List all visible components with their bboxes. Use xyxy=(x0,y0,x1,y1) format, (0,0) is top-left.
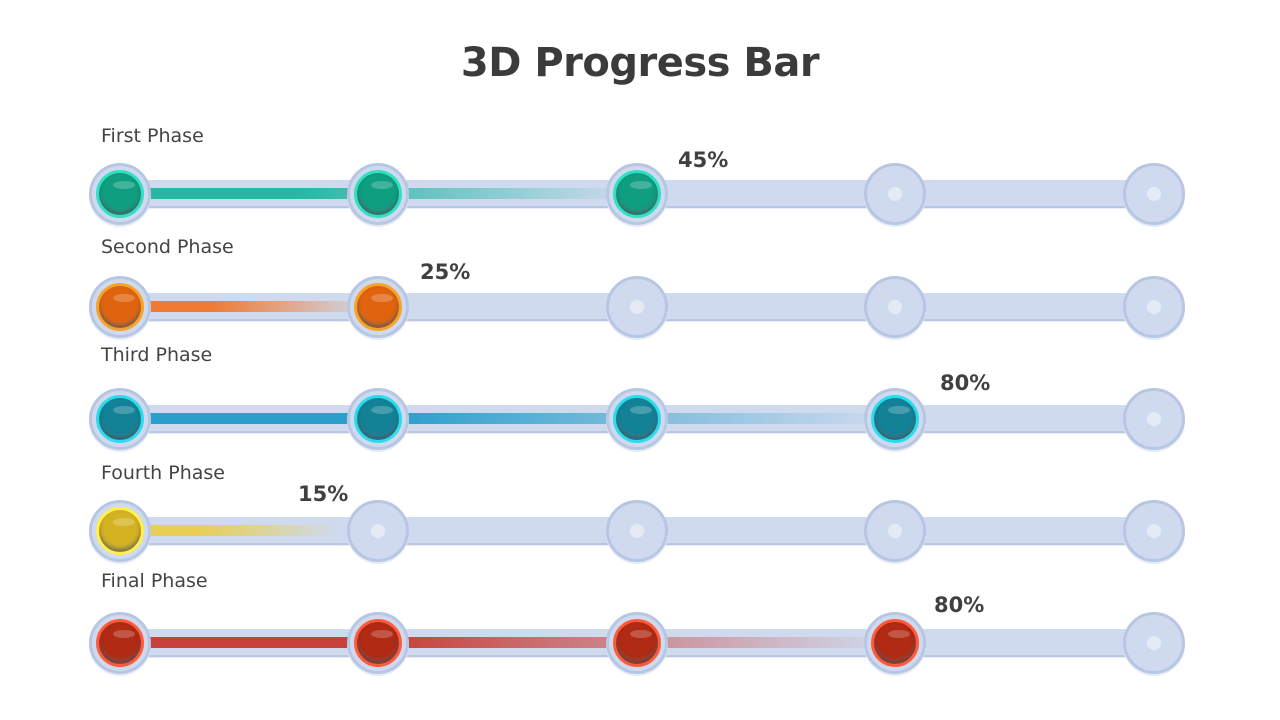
phase-label: Second Phase xyxy=(101,236,234,258)
ball-highlight xyxy=(888,406,910,414)
milestone-node-complete xyxy=(864,388,926,450)
phase-label: Final Phase xyxy=(101,570,208,592)
ball-highlight xyxy=(371,406,393,414)
milestone-dot xyxy=(1147,412,1161,426)
milestone-node-pending xyxy=(864,163,926,225)
progress-fill xyxy=(122,301,374,312)
milestone-node-complete xyxy=(606,163,668,225)
milestone-node-complete xyxy=(606,388,668,450)
phase-row: Second Phase 25% xyxy=(0,233,1280,343)
milestone-node-pending xyxy=(864,276,926,338)
milestone-node-complete xyxy=(89,500,151,562)
ball-highlight xyxy=(113,630,135,638)
progress-fill xyxy=(122,637,891,648)
phase-label: First Phase xyxy=(101,125,204,147)
milestone-node-pending xyxy=(1123,500,1185,562)
milestone-ball xyxy=(613,619,661,667)
milestone-node-complete xyxy=(89,163,151,225)
milestone-node-pending xyxy=(347,500,409,562)
percent-label: 80% xyxy=(940,371,991,395)
milestone-dot xyxy=(1147,187,1161,201)
milestone-ball xyxy=(354,395,402,443)
milestone-node-pending xyxy=(1123,276,1185,338)
percent-label: 25% xyxy=(420,260,471,284)
phase-label: Third Phase xyxy=(101,344,213,366)
milestone-node-complete xyxy=(347,612,409,674)
milestone-node-pending xyxy=(606,276,668,338)
ball-highlight xyxy=(630,406,652,414)
milestone-dot xyxy=(888,524,902,538)
ball-highlight xyxy=(630,181,652,189)
milestone-ball xyxy=(96,170,144,218)
milestone-node-complete xyxy=(89,612,151,674)
ball-highlight xyxy=(371,181,393,189)
milestone-dot xyxy=(630,524,644,538)
milestone-node-pending xyxy=(1123,388,1185,450)
milestone-dot xyxy=(888,187,902,201)
milestone-ball xyxy=(96,619,144,667)
milestone-node-complete xyxy=(347,388,409,450)
milestone-ball xyxy=(871,619,919,667)
percent-label: 45% xyxy=(678,148,729,172)
milestone-ball xyxy=(96,507,144,555)
milestone-node-pending xyxy=(606,500,668,562)
percent-label: 15% xyxy=(298,482,349,506)
milestone-ball xyxy=(96,283,144,331)
ball-highlight xyxy=(888,630,910,638)
ball-highlight xyxy=(630,630,652,638)
milestone-node-pending xyxy=(1123,163,1185,225)
phase-row: Fourth Phase 15% xyxy=(0,457,1280,567)
progress-fill xyxy=(122,413,891,424)
milestone-ball xyxy=(354,283,402,331)
milestone-node-complete xyxy=(606,612,668,674)
phase-row: Final Phase 80% xyxy=(0,569,1280,679)
phase-row: Third Phase 80% xyxy=(0,344,1280,455)
milestone-node-complete xyxy=(89,276,151,338)
percent-label: 80% xyxy=(934,593,985,617)
milestone-ball xyxy=(354,619,402,667)
milestone-node-complete xyxy=(347,163,409,225)
milestone-node-pending xyxy=(1123,612,1185,674)
milestone-ball xyxy=(613,395,661,443)
milestone-dot xyxy=(371,524,385,538)
phase-row: First Phase 45% xyxy=(0,120,1280,230)
milestone-dot xyxy=(1147,300,1161,314)
ball-highlight xyxy=(113,181,135,189)
milestone-node-complete xyxy=(347,276,409,338)
milestone-dot xyxy=(1147,524,1161,538)
milestone-node-pending xyxy=(864,500,926,562)
ball-highlight xyxy=(113,294,135,302)
milestone-ball xyxy=(96,395,144,443)
milestone-dot xyxy=(630,300,644,314)
ball-highlight xyxy=(113,406,135,414)
ball-highlight xyxy=(113,518,135,526)
ball-highlight xyxy=(371,630,393,638)
phase-label: Fourth Phase xyxy=(101,462,225,484)
milestone-ball xyxy=(871,395,919,443)
milestone-node-complete xyxy=(89,388,151,450)
milestone-node-complete xyxy=(864,612,926,674)
milestone-dot xyxy=(1147,636,1161,650)
milestone-ball xyxy=(613,170,661,218)
milestone-ball xyxy=(354,170,402,218)
page-title: 3D Progress Bar xyxy=(460,40,820,86)
milestone-dot xyxy=(888,300,902,314)
progress-fill xyxy=(122,525,340,536)
ball-highlight xyxy=(371,294,393,302)
